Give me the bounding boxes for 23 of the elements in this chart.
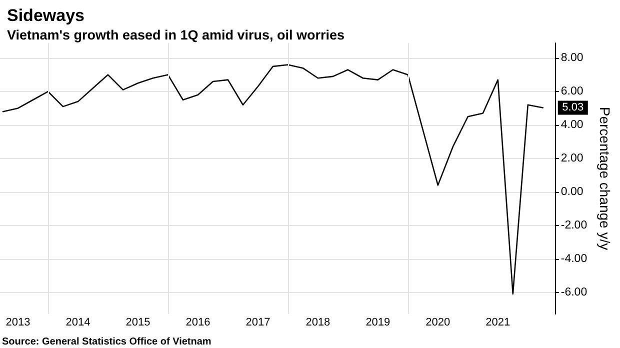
chart-subtitle: Vietnam's growth eased in 1Q amid virus, oil worries [7, 28, 345, 42]
y-tick-label: 8.00 [560, 52, 584, 64]
x-tick-label: 2020 [426, 316, 450, 328]
y-tick-label: -4.00 [560, 252, 588, 265]
y-tick-label: -2.00 [560, 219, 588, 232]
x-tick-label: 2017 [246, 316, 270, 328]
x-tick-label: 2014 [66, 316, 90, 328]
line-series [2, 64, 544, 295]
y-tick-label: 0.00 [560, 186, 584, 198]
x-tick-label: 2021 [486, 316, 510, 328]
annotation: 5.03 [562, 102, 584, 114]
source-note: Source: General Statistics Office of Vietnam [2, 336, 212, 348]
y-tick-label: 2.00 [560, 152, 584, 164]
chart-title: Sideways [7, 6, 84, 25]
y-tick-label: 6.00 [560, 86, 584, 98]
y-tick-label: -6.00 [560, 286, 588, 298]
x-tick-label: 2016 [186, 316, 210, 328]
x-tick-label: 2013 [6, 316, 30, 328]
y-tick-label: 4.00 [560, 118, 584, 131]
x-tick-label: 2019 [366, 316, 390, 328]
x-tick-label: 2015 [126, 316, 150, 328]
y-axis-title: Percentage change y/y [597, 106, 613, 250]
x-tick-label: 2018 [306, 316, 330, 328]
